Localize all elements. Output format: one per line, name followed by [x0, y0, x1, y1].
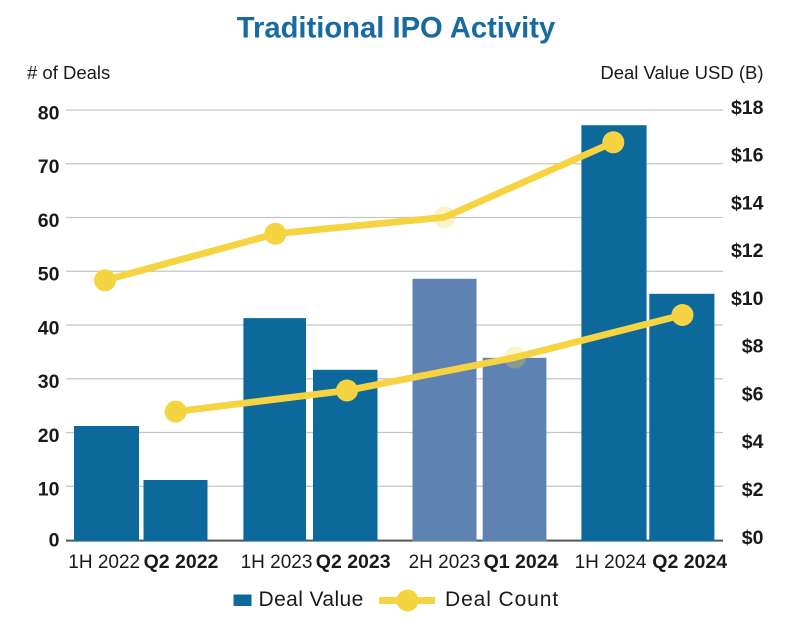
svg-text:0: 0	[49, 530, 60, 552]
svg-text:40: 40	[38, 317, 60, 339]
svg-text:$0: $0	[742, 527, 764, 549]
svg-text:$18: $18	[731, 97, 764, 119]
svg-text:# of Deals: # of Deals	[27, 62, 110, 83]
svg-text:Deal Count: Deal Count	[445, 588, 559, 611]
svg-text:$16: $16	[731, 145, 764, 167]
svg-text:$8: $8	[742, 336, 764, 358]
svg-text:70: 70	[38, 156, 60, 178]
svg-text:Q2 2024: Q2 2024	[652, 551, 727, 573]
svg-text:$4: $4	[742, 431, 764, 453]
svg-text:$12: $12	[731, 240, 764, 262]
svg-text:Deal Value USD (B): Deal Value USD (B)	[600, 62, 763, 83]
svg-text:$10: $10	[731, 288, 764, 310]
svg-text:Q2 2022: Q2 2022	[144, 551, 219, 573]
svg-text:80: 80	[38, 102, 60, 124]
svg-text:20: 20	[38, 425, 60, 447]
svg-text:$14: $14	[731, 192, 764, 214]
svg-text:30: 30	[38, 371, 60, 393]
svg-text:$2: $2	[742, 479, 764, 501]
svg-text:Traditional IPO Activity: Traditional IPO Activity	[237, 13, 556, 45]
svg-text:1H 2022: 1H 2022	[68, 552, 140, 573]
svg-text:2H 2023: 2H 2023	[409, 552, 481, 573]
svg-text:1H 2023: 1H 2023	[241, 552, 313, 573]
svg-text:Deal Value: Deal Value	[259, 588, 364, 611]
svg-text:1H 2024: 1H 2024	[575, 552, 647, 573]
svg-text:Q2 2023: Q2 2023	[316, 551, 391, 573]
svg-text:Q1 2024: Q1 2024	[484, 551, 559, 573]
svg-text:10: 10	[38, 479, 60, 501]
svg-text:60: 60	[38, 210, 60, 232]
svg-text:$6: $6	[742, 384, 764, 406]
svg-text:50: 50	[38, 264, 60, 286]
